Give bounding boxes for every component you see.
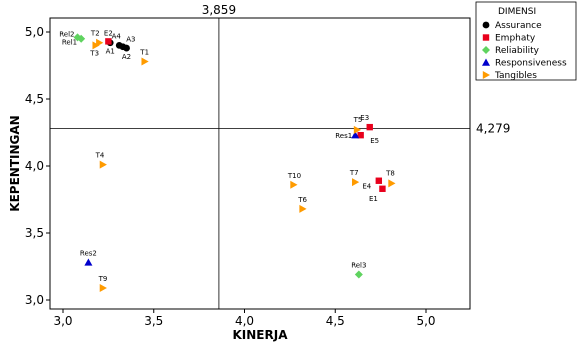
reliability-point-rel1 (77, 34, 86, 43)
reliability-point-rel3 (354, 270, 363, 279)
x-tick-label: 5,0 (416, 314, 435, 328)
point-label-a4: A4 (112, 32, 122, 40)
x-tick-label: 4,0 (235, 314, 254, 328)
point-label-e5: E5 (370, 137, 379, 145)
legend-label-responsiveness: Responsiveness (495, 59, 567, 69)
point-label-e4: E4 (362, 183, 371, 191)
legend-marker-assurance (482, 21, 490, 29)
point-label-t9: T9 (98, 275, 108, 283)
point-label-e1: E1 (369, 195, 378, 203)
y-tick-label: 4,5 (25, 92, 44, 106)
tangibles-point-t3 (92, 41, 100, 50)
tangibles-point-t9 (99, 283, 107, 292)
legend-box (475, 1, 577, 81)
point-label-rel2: Rel2 (59, 30, 74, 38)
tangibles-point-t7 (352, 178, 360, 187)
y-tick-label: 5,0 (25, 25, 44, 39)
point-label-res1: Res1 (335, 132, 352, 140)
tangibles-point-t5 (353, 125, 362, 134)
y-tick-label: 3,0 (25, 293, 44, 307)
legend-label-emphaty: Emphaty (495, 34, 536, 44)
emphaty-point-e2 (105, 38, 112, 45)
legend-label-assurance: Assurance (495, 21, 542, 31)
y-tick-label: 3,5 (25, 226, 44, 240)
point-label-t5: T5 (353, 116, 363, 124)
point-label-e2: E2 (104, 29, 113, 37)
point-label-rel3: Rel3 (351, 262, 366, 270)
legend-marker-responsiveness (482, 58, 490, 66)
emphaty-point-e3 (366, 123, 373, 131)
x-tick-label: 3,0 (53, 314, 72, 328)
point-label-e3: E3 (360, 114, 369, 122)
point-label-t6: T6 (297, 196, 307, 204)
emphaty-point-e4 (375, 177, 383, 184)
point-label-t3: T3 (89, 49, 99, 57)
legend-marker-emphaty (482, 34, 490, 41)
point-label-t2: T2 (90, 30, 100, 38)
tangibles-point-t10 (290, 180, 298, 189)
point-label-a1: A1 (106, 48, 115, 56)
reference-label-x: 3,859 (202, 3, 236, 17)
legend: DIMENSI Assurance Emphaty Reliability Respon… (475, 1, 577, 81)
point-label-t8: T8 (385, 169, 395, 177)
point-label-t4: T4 (95, 152, 105, 160)
x-tick-label: 3,5 (144, 314, 163, 328)
point-label-a2: A2 (122, 53, 131, 61)
assurance-point-a4 (115, 42, 123, 49)
point-label-rel1: Rel1 (62, 39, 77, 47)
legend-label-tangibles: Tangibles (494, 71, 537, 81)
responsiveness-point-res1 (351, 131, 360, 139)
tangibles-point-t1 (141, 57, 149, 66)
responsiveness-point-res2 (84, 258, 93, 266)
emphaty-point-e1 (379, 185, 386, 192)
legend-marker-tangibles (482, 71, 490, 79)
point-label-res2: Res2 (80, 249, 97, 257)
reference-label-y: 4,279 (476, 122, 510, 136)
point-label-a3: A3 (126, 36, 135, 44)
legend-title: DIMENSI (498, 7, 536, 17)
legend-label-reliability: Reliability (495, 46, 540, 56)
plot-area: 3,859 4,279 3,0 3,5 4,0 4,5 5,0 3,0 3,5 4,0 4,5 5,0… (8, 3, 510, 342)
x-axis-title: KINERJA (233, 328, 289, 342)
legend-marker-reliability (482, 46, 490, 54)
emphaty-point-e5 (357, 131, 364, 139)
point-label-t7: T7 (349, 169, 359, 177)
plot-frame (49, 17, 471, 310)
y-axis-title: KEPENTINGAN (8, 115, 22, 211)
point-label-t1: T1 (139, 48, 149, 56)
x-tick-label: 4,5 (326, 314, 345, 328)
tangibles-point-t4 (99, 160, 107, 169)
y-tick-label: 4,0 (25, 159, 44, 173)
point-label-t10: T10 (287, 172, 301, 180)
tangibles-point-t6 (299, 204, 307, 213)
tangibles-point-t8 (388, 179, 396, 188)
